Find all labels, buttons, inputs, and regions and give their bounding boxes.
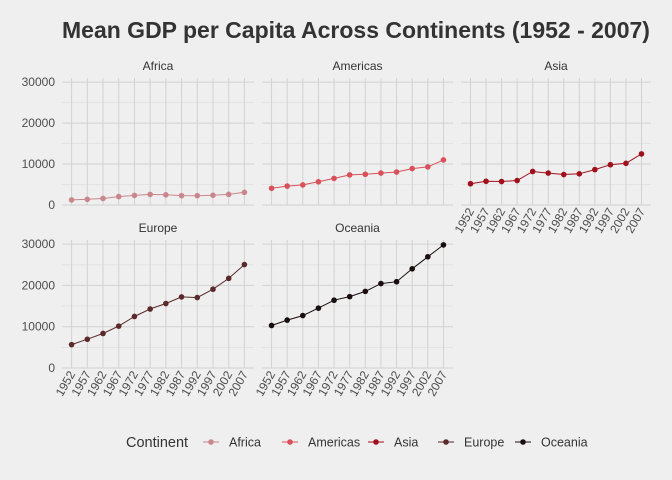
panel-oceania: Oceania195219571962196719721977198219871… [253, 221, 453, 399]
panel-europe: Europe0100002000030000195219571962196719… [22, 221, 254, 399]
strip-label-oceania: Oceania [335, 221, 380, 235]
data-point-asia [529, 168, 536, 175]
y-tick-label: 10000 [22, 157, 56, 171]
data-point-oceania [346, 293, 353, 300]
data-point-oceania [378, 280, 384, 287]
data-point-oceania [300, 312, 306, 319]
data-point-americas [331, 175, 337, 182]
data-point-americas [300, 182, 306, 188]
data-point-americas [409, 165, 415, 172]
series-line-europe [71, 264, 245, 346]
data-point-europe [241, 261, 248, 268]
y-tick-label: 0 [48, 198, 55, 212]
data-point-oceania [409, 266, 415, 272]
data-point-asia [483, 178, 489, 185]
strip-label-europe: Europe [139, 221, 178, 235]
data-point-europe [100, 330, 106, 337]
data-point-europe [225, 275, 232, 282]
series-line-asia [470, 153, 642, 185]
data-point-africa [163, 192, 169, 198]
data-point-americas [378, 170, 384, 176]
data-point-asia [498, 178, 505, 185]
data-point-africa [68, 197, 75, 203]
y-tick-label: 0 [48, 361, 55, 375]
data-point-europe [178, 294, 185, 300]
legend-title: Continent [126, 435, 188, 451]
legend-key-point-asia [373, 439, 379, 445]
panel-africa: Africa 0 10000 20000 30000 [22, 59, 254, 212]
y-tick-label: 20000 [22, 116, 56, 130]
data-point-americas [440, 157, 447, 163]
data-point-oceania [425, 253, 431, 260]
data-point-europe [115, 323, 122, 329]
data-point-americas [268, 185, 275, 192]
legend-key-point-oceania [520, 439, 526, 445]
legend-label-asia: Asia [394, 436, 418, 450]
data-point-americas [362, 171, 369, 178]
data-point-europe [210, 286, 216, 293]
strip-label-africa: Africa [143, 59, 174, 73]
data-point-africa [178, 192, 185, 199]
data-point-europe [84, 336, 91, 343]
data-point-asia [560, 171, 567, 178]
legend-key-point-americas [287, 439, 293, 445]
data-point-africa [131, 192, 138, 199]
data-point-asia [467, 180, 474, 187]
legend-label-europe: Europe [464, 436, 504, 450]
data-point-europe [194, 294, 201, 301]
data-point-asia [592, 166, 598, 173]
data-point-africa [210, 192, 216, 199]
series-line-africa [71, 191, 245, 201]
data-point-africa [84, 196, 91, 203]
data-point-africa [194, 192, 201, 199]
data-point-oceania [315, 305, 322, 311]
data-point-europe [68, 341, 75, 348]
data-point-africa [100, 195, 106, 202]
panel-asia: Asia195219571962196719721977198219871992… [452, 59, 651, 236]
data-point-africa [147, 191, 153, 198]
data-point-oceania [362, 288, 369, 295]
data-point-americas [284, 183, 290, 189]
data-point-europe [163, 300, 169, 307]
data-point-africa [241, 189, 248, 196]
chart-title: Mean GDP per Capita Across Continents (1… [62, 17, 650, 43]
data-point-americas [315, 178, 322, 185]
panel-americas: Americas [262, 59, 453, 206]
legend-key-point-europe [443, 439, 449, 445]
data-point-americas [346, 172, 353, 178]
data-point-americas [425, 164, 431, 170]
legend: Continent Africa Americas Asia Europe Oceani… [126, 435, 588, 451]
data-point-asia [576, 171, 583, 177]
y-tick-label: 10000 [22, 320, 56, 334]
strip-label-asia: Asia [544, 59, 568, 73]
data-point-asia [545, 170, 552, 176]
data-point-asia [514, 177, 520, 184]
data-point-oceania [393, 278, 400, 285]
data-point-europe [147, 306, 153, 312]
y-tick-label: 30000 [22, 75, 56, 89]
data-point-asia [623, 160, 629, 167]
legend-key-point-africa [208, 439, 214, 445]
data-point-asia [638, 151, 645, 157]
strip-label-americas: Americas [332, 59, 382, 73]
data-point-oceania [440, 242, 447, 248]
legend-label-africa: Africa [229, 436, 261, 450]
data-point-africa [115, 193, 122, 200]
data-point-oceania [331, 297, 337, 304]
data-point-asia [607, 161, 614, 168]
y-tick-label: 20000 [22, 278, 56, 292]
data-point-oceania [284, 317, 290, 323]
legend-label-oceania: Oceania [541, 436, 588, 450]
legend-label-americas: Americas [308, 436, 360, 450]
facet-panels: Africa 0 10000 20000 30000 Americas Asia195219… [22, 59, 651, 399]
data-point-europe [131, 313, 138, 320]
data-point-americas [393, 169, 400, 175]
data-point-oceania [268, 322, 275, 329]
data-point-africa [225, 191, 232, 198]
y-tick-label: 30000 [22, 237, 56, 251]
